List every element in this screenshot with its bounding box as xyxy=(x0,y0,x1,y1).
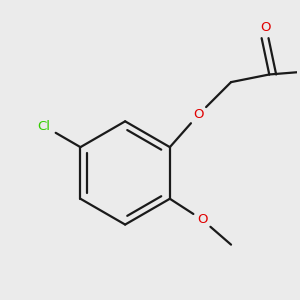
Text: O: O xyxy=(193,108,204,121)
Text: O: O xyxy=(260,21,270,34)
Text: O: O xyxy=(197,213,208,226)
Text: Cl: Cl xyxy=(38,120,51,133)
